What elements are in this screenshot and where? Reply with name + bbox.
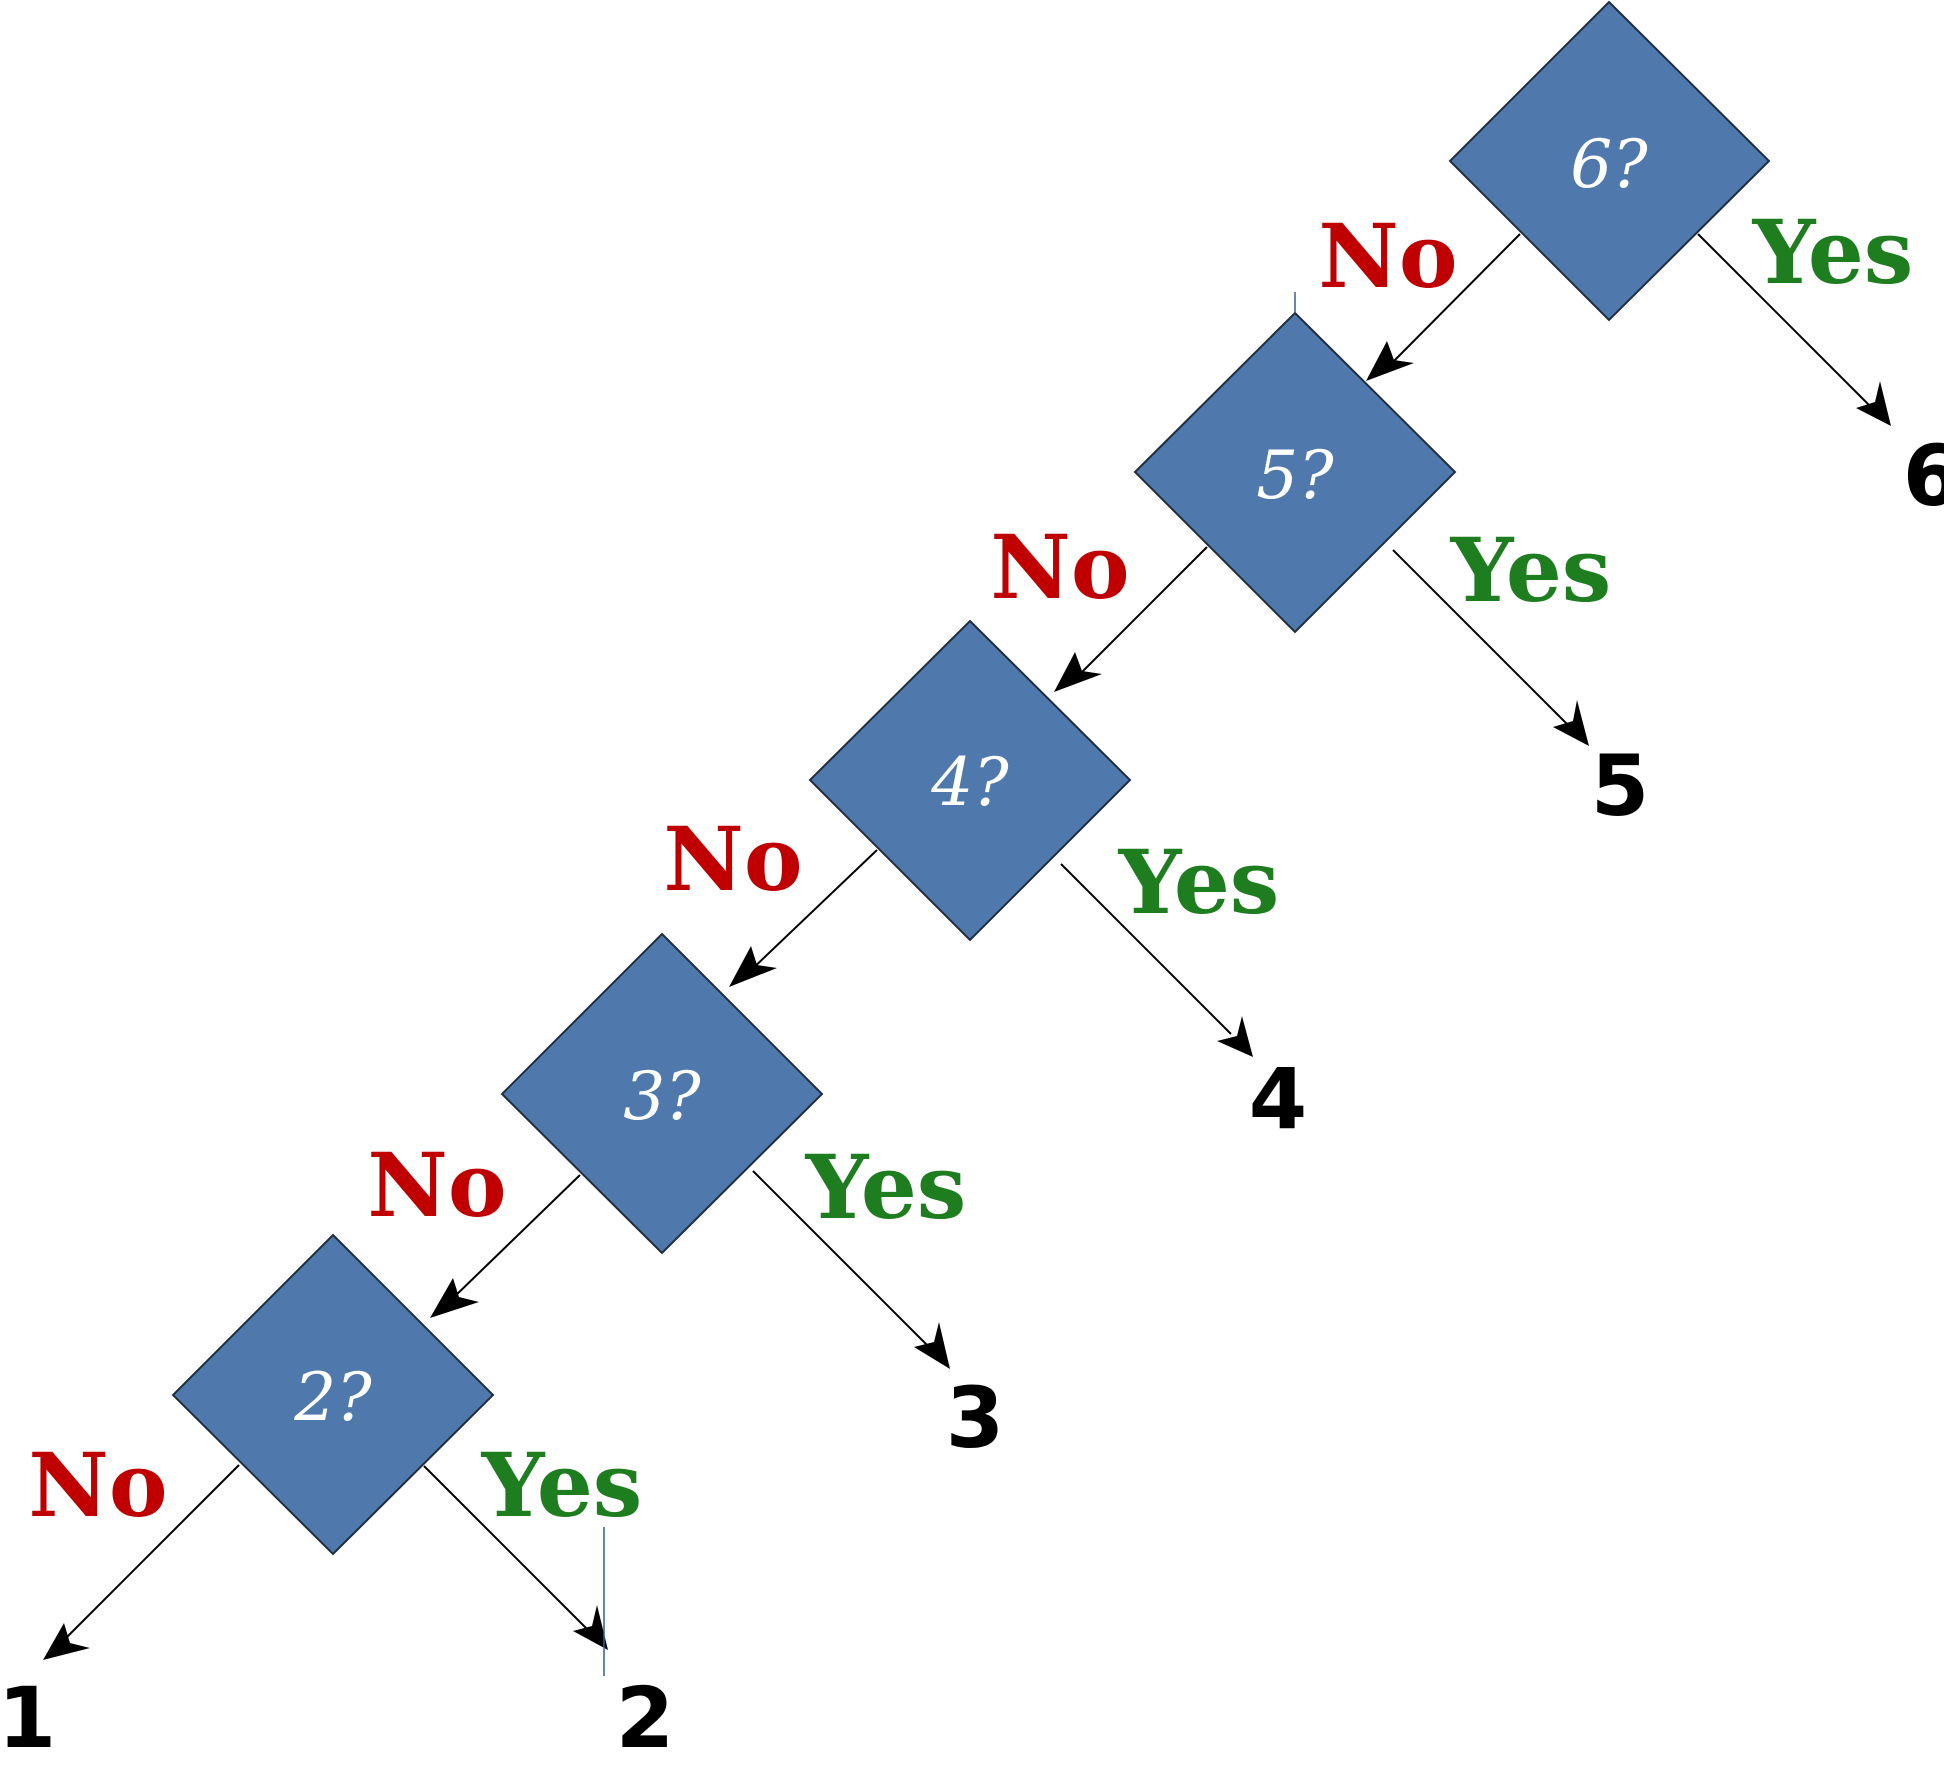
question-label: 5?	[1256, 437, 1334, 514]
outcome-3: 3	[946, 1369, 1004, 1467]
yes-branch-2: Yes 2	[424, 1433, 674, 1767]
no-label: No	[28, 1433, 167, 1537]
decision-node-6: 6?	[1450, 2, 1769, 320]
no-label: No	[1318, 204, 1457, 308]
outcome-2: 2	[616, 1669, 674, 1767]
decision-node-2: 2?	[173, 1235, 493, 1554]
yes-label: Yes	[481, 1433, 643, 1537]
no-label: No	[990, 515, 1129, 619]
decision-node-5: 5?	[1135, 313, 1455, 632]
no-branch-5: No	[990, 515, 1207, 692]
arrowhead-icon	[914, 1322, 950, 1369]
yes-label: Yes	[805, 1135, 967, 1239]
no-branch-4: No	[663, 807, 877, 987]
outcome-1: 1	[0, 1669, 56, 1767]
arrowhead-icon	[1553, 700, 1589, 746]
arrowhead-icon	[1217, 1016, 1253, 1057]
no-branch-2: No 1	[0, 1433, 239, 1767]
decision-node-4: 4?	[810, 621, 1130, 940]
no-branch-6: No	[1318, 204, 1520, 381]
outcome-6: 6	[1903, 427, 1944, 525]
yes-label: Yes	[1450, 518, 1612, 622]
question-label: 3?	[623, 1058, 701, 1135]
arrowhead-icon	[43, 1623, 90, 1660]
yes-branch-5: Yes 5	[1393, 518, 1649, 835]
outcome-5: 5	[1591, 737, 1649, 835]
no-label: No	[367, 1133, 506, 1237]
yes-label: Yes	[1752, 200, 1914, 304]
arrowhead-icon	[573, 1605, 608, 1650]
yes-branch-4: Yes 4	[1061, 830, 1307, 1148]
question-label: 6?	[1570, 126, 1648, 203]
arrowhead-icon	[430, 1278, 479, 1318]
arrowhead-icon	[1856, 381, 1891, 426]
outcome-4: 4	[1249, 1050, 1307, 1148]
question-label: 2?	[293, 1359, 372, 1436]
yes-label: Yes	[1118, 830, 1280, 934]
question-label: 4?	[930, 744, 1009, 821]
no-label: No	[663, 807, 802, 911]
no-branch-3: No	[367, 1133, 580, 1318]
yes-branch-3: Yes 3	[753, 1135, 1004, 1467]
yes-branch-6: Yes 6	[1698, 200, 1944, 525]
